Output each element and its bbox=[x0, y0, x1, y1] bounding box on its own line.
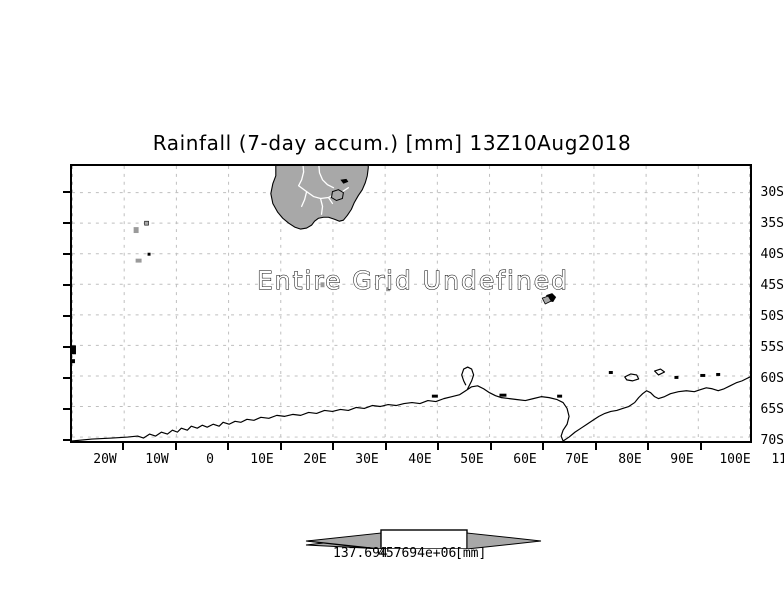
colorbar-min-label: 137.694 bbox=[333, 546, 388, 561]
xtick-mark bbox=[647, 443, 649, 450]
xtick-label-90e: 90E bbox=[670, 452, 694, 467]
xtick-label-40e: 40E bbox=[408, 452, 432, 467]
colorbar-max-label: 457694e+06 bbox=[378, 546, 457, 561]
xtick-label-60e: 60E bbox=[513, 452, 537, 467]
xtick-label-80e: 80E bbox=[618, 452, 642, 467]
xtick-mark bbox=[385, 443, 387, 450]
ytick-mark bbox=[63, 253, 70, 255]
xtick-label-20w: 20W bbox=[93, 452, 117, 467]
ytick-label-40s: 40S bbox=[760, 247, 784, 262]
xtick-label-50e: 50E bbox=[460, 452, 484, 467]
xtick-mark bbox=[122, 443, 124, 450]
ytick-label-50s: 50S bbox=[760, 309, 784, 324]
ytick-label-65s: 65S bbox=[760, 402, 784, 417]
ytick-mark bbox=[63, 191, 70, 193]
colorbar[interactable]: 137.694 457694e+06 [mm] bbox=[0, 519, 784, 561]
ytick-mark bbox=[63, 346, 70, 348]
xtick-label-10e: 10E bbox=[250, 452, 274, 467]
map-graphics bbox=[72, 166, 750, 441]
ytick-mark bbox=[63, 377, 70, 379]
xtick-label-70e: 70E bbox=[565, 452, 589, 467]
ytick-label-30s: 30S bbox=[760, 185, 784, 200]
colorbar-graphic bbox=[305, 529, 542, 549]
page-title: Rainfall (7-day accum.) [mm] 13Z10Aug201… bbox=[152, 131, 632, 155]
xtick-label-100e: 100E bbox=[719, 452, 751, 467]
ytick-mark bbox=[63, 408, 70, 410]
southern-africa-landmass bbox=[270, 166, 369, 230]
stray-data-pixels bbox=[133, 227, 391, 292]
map-plot-area[interactable]: Entire Grid Undefined bbox=[70, 164, 752, 443]
xtick-mark bbox=[700, 443, 702, 450]
antarctic-detail-marks bbox=[431, 371, 721, 398]
entire-grid-undefined-message: Entire Grid Undefined bbox=[256, 266, 570, 296]
ytick-mark bbox=[63, 284, 70, 286]
ytick-label-35s: 35S bbox=[760, 216, 784, 231]
xtick-mark bbox=[490, 443, 492, 450]
xtick-label-10w: 10W bbox=[145, 452, 169, 467]
gridlines-horizontal bbox=[72, 192, 750, 438]
ytick-mark bbox=[63, 222, 70, 224]
xtick-label-0: 0 bbox=[206, 452, 214, 467]
ytick-label-70s: 70S bbox=[760, 433, 784, 448]
gridlines-vertical bbox=[72, 166, 750, 441]
xtick-mark bbox=[332, 443, 334, 450]
xtick-mark bbox=[280, 443, 282, 450]
xtick-mark bbox=[595, 443, 597, 450]
xtick-mark bbox=[175, 443, 177, 450]
ytick-label-60s: 60S bbox=[760, 371, 784, 386]
ytick-label-55s: 55S bbox=[760, 340, 784, 355]
xtick-mark bbox=[437, 443, 439, 450]
xtick-label-20e: 20E bbox=[303, 452, 327, 467]
xtick-label-30e: 30E bbox=[355, 452, 379, 467]
ytick-label-45s: 45S bbox=[760, 278, 784, 293]
xtick-mark bbox=[227, 443, 229, 450]
islands bbox=[72, 220, 557, 364]
antarctic-coastline bbox=[72, 366, 750, 441]
ytick-mark bbox=[63, 439, 70, 441]
ytick-mark bbox=[63, 315, 70, 317]
xtick-label-110e: 110E bbox=[771, 452, 784, 467]
xtick-mark bbox=[542, 443, 544, 450]
colorbar-unit-label: [mm] bbox=[455, 546, 487, 561]
